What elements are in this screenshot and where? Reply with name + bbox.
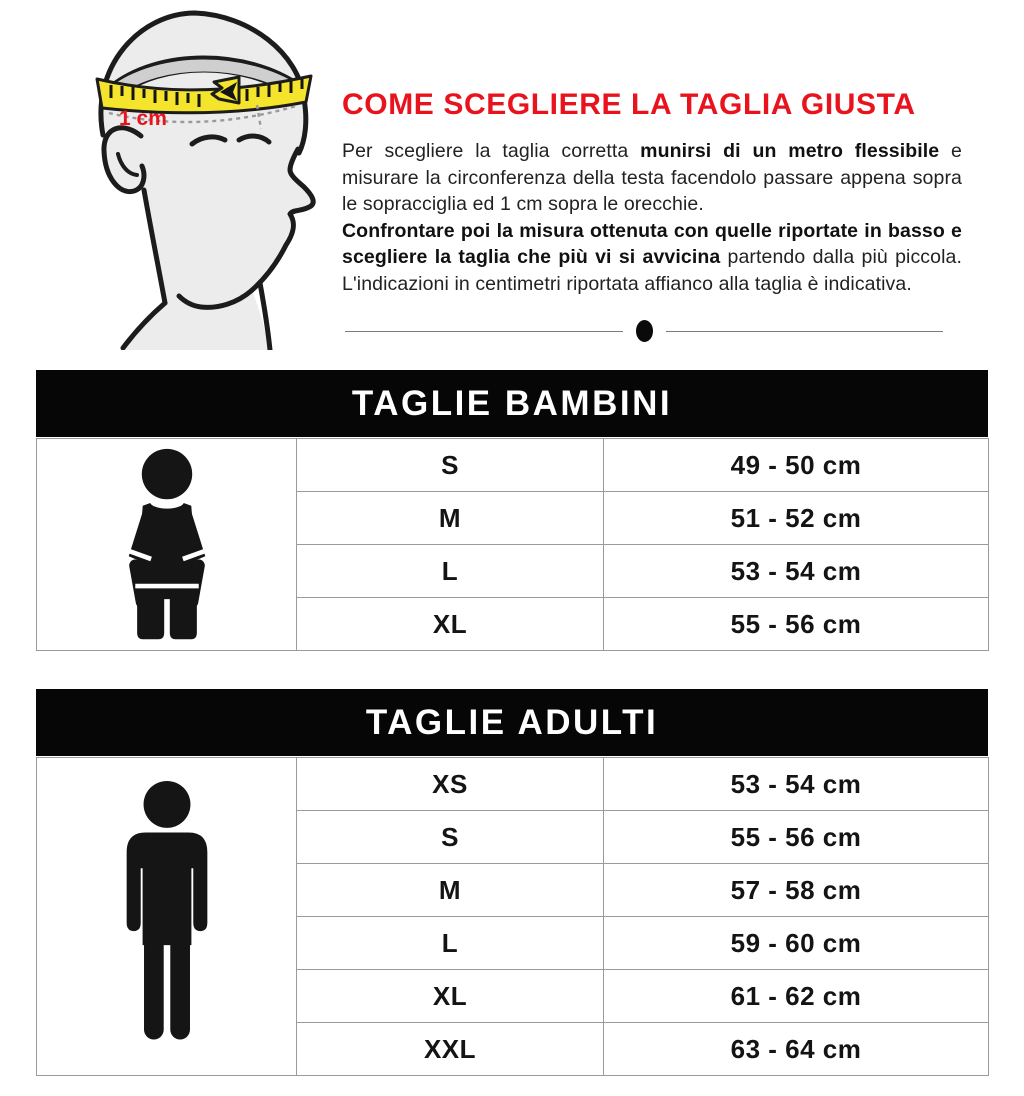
head-with-tape-icon: 1 cm	[95, 10, 316, 353]
divider-line	[345, 330, 623, 332]
child-figure-icon	[36, 438, 297, 651]
size-cell: L	[296, 544, 604, 598]
range-cell: 49 - 50 cm	[603, 438, 989, 492]
range-cell: 53 - 54 cm	[603, 544, 989, 598]
intro-column: COME SCEGLIERE LA TAGLIA GIUSTA Per sceg…	[342, 0, 962, 298]
tape-arrow-icon	[220, 82, 237, 101]
range-cell: 55 - 56 cm	[603, 810, 989, 864]
table-row: L 53 - 54 cm	[37, 544, 989, 598]
size-cell: XL	[296, 597, 604, 651]
table-row: S 49 - 50 cm	[36, 438, 989, 651]
range-cell: 59 - 60 cm	[603, 916, 989, 970]
size-cell: M	[296, 491, 604, 545]
size-cell: L	[296, 916, 604, 970]
table-row: S 55 - 56 cm	[37, 810, 989, 864]
intro-paragraph: Per scegliere la taglia corretta munirsi…	[342, 140, 962, 216]
bambini-size-table: TAGLIE BAMBINI	[36, 370, 989, 651]
range-cell: 51 - 52 cm	[603, 491, 989, 545]
table-title-bambini: TAGLIE BAMBINI	[36, 370, 988, 437]
size-cell: S	[296, 810, 604, 864]
one-cm-label: 1 cm	[119, 107, 167, 130]
range-cell: 55 - 56 cm	[603, 597, 989, 651]
table-row: L 59 - 60 cm	[37, 916, 989, 970]
range-cell: 53 - 54 cm	[603, 757, 989, 811]
size-cell: M	[296, 863, 604, 917]
table-row: XL 61 - 62 cm	[37, 969, 989, 1023]
table-row: XL 55 - 56 cm	[37, 597, 989, 651]
section-divider	[345, 318, 943, 344]
adulti-table: XS 53 - 54 cm S 55 - 56 cm M 57 - 58 cm L 59 -…	[36, 757, 989, 1076]
table-row: XS 53 - 54 cm	[36, 757, 989, 1076]
adult-figure-icon	[36, 757, 297, 1076]
intro-paragraph: Confrontare poi la misura ottenuta con q…	[342, 219, 962, 295]
table-row: M 57 - 58 cm	[37, 863, 989, 917]
size-cell: XL	[296, 969, 604, 1023]
range-cell: 63 - 64 cm	[603, 1022, 989, 1076]
table-row: M 51 - 52 cm	[37, 491, 989, 545]
divider-dot-icon	[635, 320, 653, 342]
adulti-size-table: TAGLIE ADULTI XS 53 - 5	[36, 689, 989, 1076]
divider-line	[665, 330, 943, 332]
range-cell: 61 - 62 cm	[603, 969, 989, 1023]
page-title: COME SCEGLIERE LA TAGLIA GIUSTA	[342, 88, 916, 121]
size-cell: S	[296, 438, 604, 492]
head-measurement-illustration: 1 cm	[33, 5, 333, 353]
size-cell: XS	[296, 757, 604, 811]
intro-text: Per scegliere la taglia corretta munirsi…	[342, 138, 962, 298]
bambini-table: S 49 - 50 cm M 51 - 52 cm L 53 - 54 cm XL 55 -…	[36, 438, 989, 651]
table-title-adulti: TAGLIE ADULTI	[36, 689, 988, 756]
range-cell: 57 - 58 cm	[603, 863, 989, 917]
table-row: XXL 63 - 64 cm	[37, 1022, 989, 1076]
size-guide-intro-section: 1 cm COME SCEGLIERE LA TAGLIA GIUSTA Per…	[0, 0, 1024, 370]
size-cell: XXL	[296, 1022, 604, 1076]
